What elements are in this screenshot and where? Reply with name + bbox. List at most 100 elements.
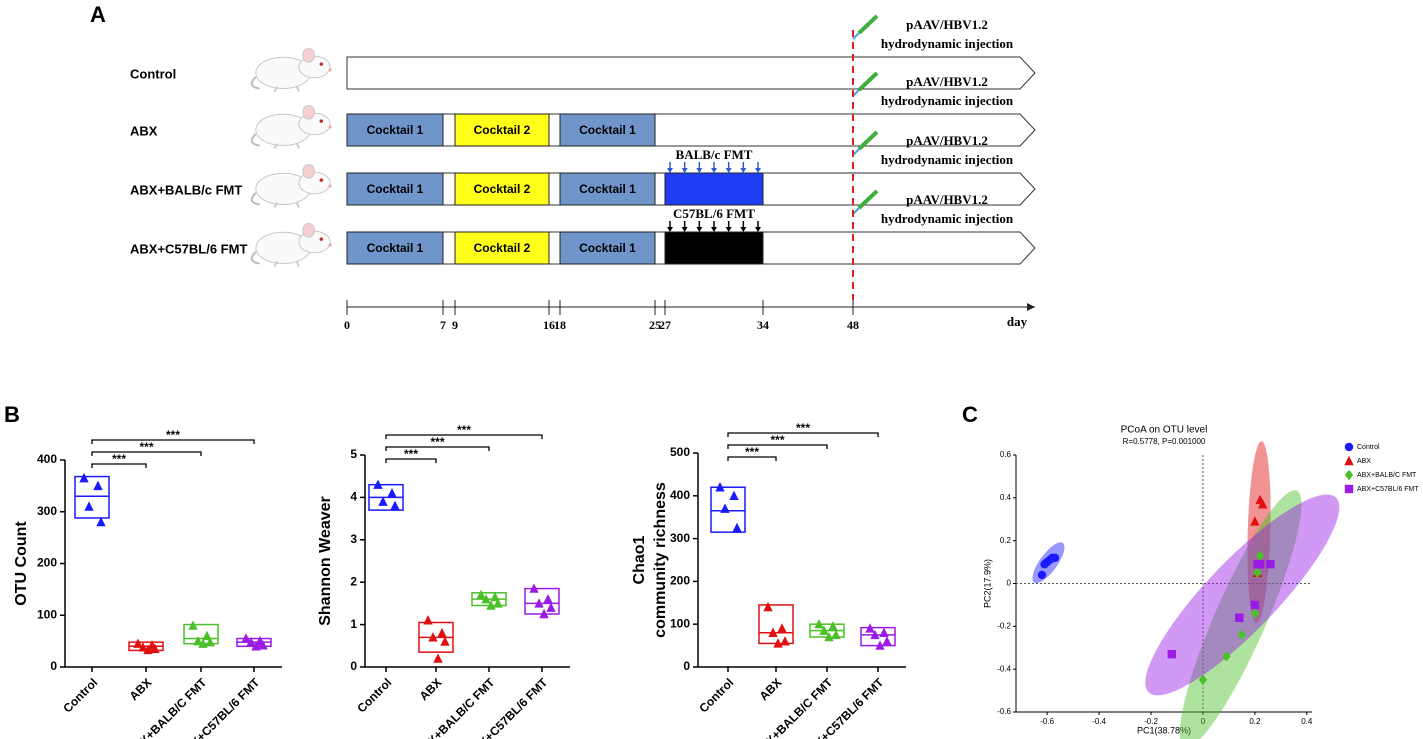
fmt-arrowhead [725,227,732,232]
data-point [1255,550,1265,561]
data-point [188,620,198,630]
legend-marker [1344,455,1354,466]
data-point [720,503,730,513]
treatment-segment [559,231,656,265]
segment-label: Cocktail 1 [579,123,636,137]
timeline-bar [346,56,1036,90]
significance-label: *** [404,447,418,461]
y-axis-label: Chao1 [631,535,648,584]
x-tick-label: Control [60,675,100,715]
data-point [93,480,103,491]
group-label: ABX [130,123,158,138]
day-axis-arrow [1027,303,1035,311]
treatment-segment [346,113,444,147]
y-tick-label: 0 [1007,579,1012,588]
fmt-segment [664,231,764,265]
data-point [486,600,496,610]
fmt-arrowhead [740,227,747,232]
confidence-ellipse [1145,494,1340,696]
y-tick-label: 300 [37,504,57,518]
x-tick-label: Control [354,675,394,715]
syringe [857,71,879,92]
injection-label: pAAV/HBV1.2 [906,17,988,32]
data-point [96,516,106,527]
mouse-icon [250,47,333,93]
significance-bracket [727,456,777,461]
significance-label: *** [796,421,810,435]
injection-label: pAAV/HBV1.2 [906,192,988,207]
injection-label: hydrodynamic injection [881,36,1014,51]
fmt-arrowhead [755,168,761,173]
x-tick-label: -0.2 [1144,717,1158,726]
data-point [258,640,268,650]
fmt-label: BALB/c FMT [676,147,753,162]
data-point [476,589,486,600]
y-tick-label: 400 [670,488,690,502]
data-point [84,501,94,511]
data-point [1222,651,1231,662]
y-axis-label: PC2(17.9%) [982,559,992,608]
data-point [768,627,778,637]
data-point [546,602,556,612]
data-point [193,635,203,646]
data-point [1250,516,1260,526]
legend-marker [1344,469,1354,481]
day-tick-label: 0 [344,318,350,332]
fmt-arrowhead [667,168,673,173]
panel-label: B [4,402,20,427]
day-tick-label: 25 [649,318,661,332]
y-tick-label: 4 [350,490,357,504]
legend-label: ABX+BALB/C FMT [1357,472,1417,479]
data-point [882,636,892,646]
day-tick-label: 48 [847,318,859,332]
syringe [857,14,879,35]
data-point [529,583,539,593]
box [183,623,219,645]
y-tick-label: 0 [350,659,357,673]
fmt-arrowhead [711,227,717,232]
x-axis-label: PC1(38.78%) [1137,725,1191,735]
data-point [481,593,491,604]
data-point [251,641,261,651]
data-point [133,638,143,648]
y-tick-label: -0.2 [997,621,1011,630]
y-axis-label: Shannon Weaver [317,496,334,626]
segment-label: Cocktail 2 [474,241,531,255]
segment-label: Cocktail 1 [367,123,424,137]
data-point [732,522,742,533]
treatment-segment [454,231,550,265]
segment-label: Cocktail 2 [474,123,531,137]
x-tick-label: ABX [417,675,445,703]
x-tick-label: -0.6 [1040,717,1054,726]
data-point [824,631,834,642]
mouse-icon [250,222,333,268]
box [74,475,110,519]
injection-label: hydrodynamic injection [881,211,1014,226]
day-tick-label: 9 [452,318,458,332]
y-tick-label: 100 [37,607,57,621]
fmt-arrowhead [755,227,761,232]
panel-label: A [90,2,106,27]
y-tick-label: 3 [350,532,357,546]
significance-bracket [385,458,437,463]
data-point [870,629,880,640]
day-tick-label: 18 [554,318,566,332]
y-tick-label: 0 [683,659,690,673]
significance-label: *** [745,445,759,459]
data-point [241,633,251,643]
y-tick-label: 500 [670,445,690,459]
significance-bracket [91,463,147,468]
significance-bracket [385,446,490,451]
data-point [246,636,256,647]
data-point [378,496,388,506]
injection-label: pAAV/HBV1.2 [906,133,988,148]
treatment-segment [346,172,444,206]
y-tick-label: 0.4 [1000,493,1012,502]
data-point [875,640,885,650]
data-point [493,598,503,608]
x-tick-label: 0.2 [1249,717,1261,726]
confidence-ellipse [1247,441,1271,624]
data-point [440,636,450,646]
data-point [1237,629,1247,641]
x-tick-label: ABX+C57BL/6 FMT [464,675,551,739]
